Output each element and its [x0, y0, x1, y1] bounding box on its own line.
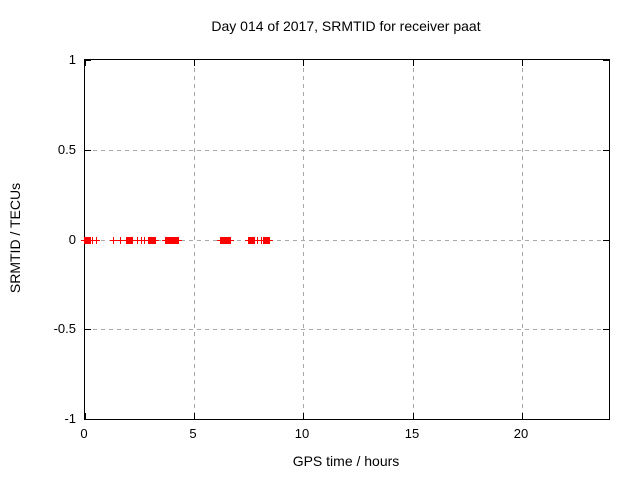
gridline-horizontal: [85, 329, 609, 330]
tick-mark-x: [85, 60, 86, 66]
data-point-marker: [254, 237, 261, 244]
x-tick-label: 5: [189, 426, 197, 441]
x-tick-label: 0: [80, 426, 88, 441]
gridline-horizontal: [85, 240, 609, 241]
y-tick-label: 0.5: [57, 142, 76, 157]
tick-mark-x: [85, 413, 86, 419]
tick-mark-x: [522, 413, 523, 419]
x-tick-label: 10: [294, 426, 310, 441]
data-point-marker: [221, 237, 234, 244]
data-point-marker: [141, 237, 148, 244]
y-tick-label: 0: [68, 232, 76, 247]
data-point-marker: [81, 237, 94, 244]
tick-mark-x: [303, 413, 304, 419]
x-tick-label: 15: [404, 426, 420, 441]
y-tick-label: 1: [68, 52, 76, 67]
x-tick-label: 20: [513, 426, 529, 441]
tick-mark-x: [413, 413, 414, 419]
data-point-marker: [260, 237, 273, 244]
tick-mark-x: [522, 60, 523, 66]
tick-mark-y: [603, 240, 609, 241]
tick-mark-y: [603, 60, 609, 61]
data-point-marker: [146, 237, 159, 244]
tick-mark-y: [603, 150, 609, 151]
tick-mark-y: [603, 419, 609, 420]
y-tick-label: -0.5: [53, 321, 76, 336]
tick-mark-y: [603, 329, 609, 330]
gridline-vertical: [522, 60, 523, 419]
data-point-marker: [169, 237, 182, 244]
tick-mark-y: [85, 329, 91, 330]
tick-mark-x: [194, 60, 195, 66]
data-point-marker: [93, 237, 100, 244]
tick-mark-x: [303, 60, 304, 66]
gridline-vertical: [194, 60, 195, 419]
tick-mark-x: [194, 413, 195, 419]
tick-mark-y: [85, 60, 91, 61]
gridline-vertical: [413, 60, 414, 419]
data-point-marker: [117, 237, 124, 244]
data-point-marker: [110, 237, 117, 244]
gridline-vertical: [303, 60, 304, 419]
gridline-horizontal: [85, 150, 609, 151]
data-point-marker: [129, 237, 136, 244]
x-axis-label: GPS time / hours: [292, 453, 400, 469]
tick-mark-y: [85, 150, 91, 151]
data-point-marker: [134, 237, 141, 244]
data-point-marker: [89, 237, 96, 244]
plot-area: [81, 59, 610, 420]
chart-title: Day 014 of 2017, SRMTID for receiver paa…: [211, 18, 481, 34]
tick-mark-y: [85, 419, 91, 420]
tick-mark-x: [413, 60, 414, 66]
y-tick-label: -1: [64, 411, 76, 426]
data-point-marker: [245, 237, 258, 244]
